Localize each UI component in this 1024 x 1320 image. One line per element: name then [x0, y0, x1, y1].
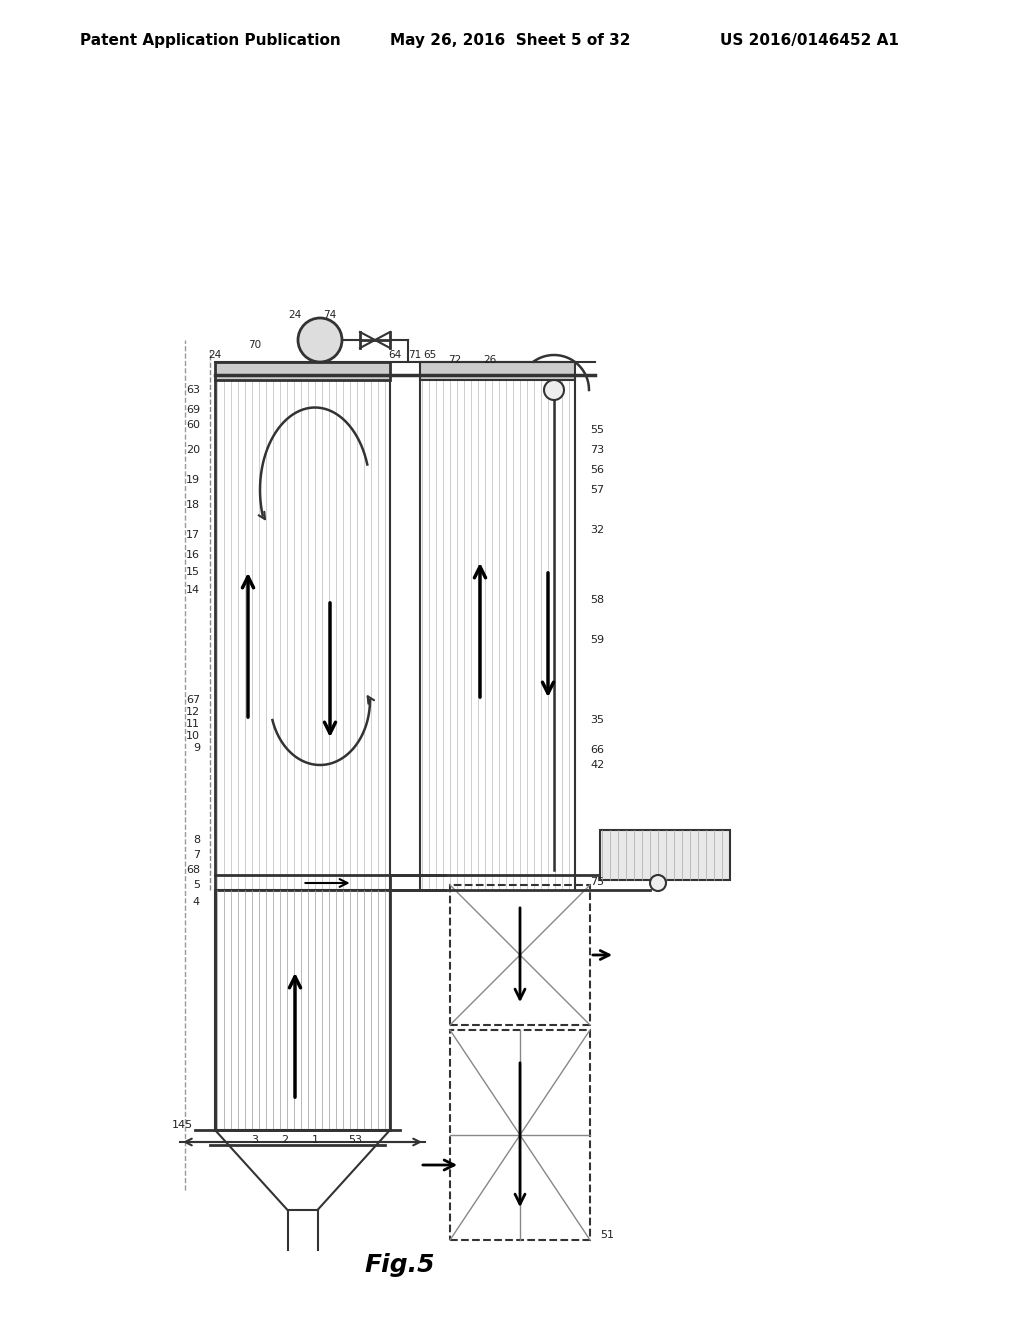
- Text: 145: 145: [172, 1119, 193, 1130]
- Text: 12: 12: [186, 708, 200, 717]
- Text: 8: 8: [193, 836, 200, 845]
- Text: 18: 18: [186, 500, 200, 510]
- Text: 64: 64: [388, 350, 401, 360]
- Text: 69: 69: [186, 405, 200, 414]
- Text: 5: 5: [193, 880, 200, 890]
- Text: 57: 57: [590, 484, 604, 495]
- Text: 1: 1: [311, 1135, 318, 1144]
- Text: 72: 72: [449, 355, 462, 366]
- Text: 58: 58: [590, 595, 604, 605]
- Text: 68: 68: [186, 865, 200, 875]
- Text: May 26, 2016  Sheet 5 of 32: May 26, 2016 Sheet 5 of 32: [390, 33, 631, 48]
- Text: 42: 42: [590, 760, 604, 770]
- Text: 26: 26: [483, 355, 497, 366]
- Text: 71: 71: [409, 350, 422, 360]
- Text: 19: 19: [186, 475, 200, 484]
- Text: 20: 20: [186, 445, 200, 455]
- Text: 14: 14: [186, 585, 200, 595]
- Circle shape: [650, 875, 666, 891]
- Text: 15: 15: [186, 568, 200, 577]
- Text: 2: 2: [282, 1135, 289, 1144]
- Text: 56: 56: [590, 465, 604, 475]
- Text: 73: 73: [590, 445, 604, 455]
- Text: 11: 11: [186, 719, 200, 729]
- Text: 51: 51: [600, 1230, 614, 1239]
- Text: 3: 3: [252, 1135, 258, 1144]
- Text: 7: 7: [193, 850, 200, 861]
- Text: 32: 32: [590, 525, 604, 535]
- Text: 35: 35: [590, 715, 604, 725]
- Bar: [420, 362, 575, 380]
- Text: 24: 24: [289, 310, 302, 319]
- Circle shape: [298, 318, 342, 362]
- Text: Patent Application Publication: Patent Application Publication: [80, 33, 341, 48]
- Bar: [215, 362, 390, 380]
- Bar: [450, 1030, 590, 1239]
- Text: 10: 10: [186, 731, 200, 741]
- Bar: [600, 830, 730, 880]
- Text: 59: 59: [590, 635, 604, 645]
- Text: 67: 67: [186, 696, 200, 705]
- Text: US 2016/0146452 A1: US 2016/0146452 A1: [720, 33, 899, 48]
- Text: 17: 17: [186, 531, 200, 540]
- Text: 4: 4: [193, 898, 200, 907]
- Text: 65: 65: [423, 350, 436, 360]
- Text: 53: 53: [348, 1135, 362, 1144]
- Text: 16: 16: [186, 550, 200, 560]
- Circle shape: [544, 380, 564, 400]
- Text: 63: 63: [186, 385, 200, 395]
- Text: 24: 24: [208, 350, 221, 360]
- Text: 66: 66: [590, 744, 604, 755]
- Text: Fig.5: Fig.5: [365, 1253, 435, 1276]
- Text: 9: 9: [193, 743, 200, 752]
- Text: 70: 70: [249, 341, 261, 350]
- Text: 75: 75: [590, 876, 604, 887]
- Bar: [450, 884, 590, 1026]
- Bar: [215, 890, 390, 1130]
- Text: 55: 55: [590, 425, 604, 436]
- Text: 74: 74: [324, 310, 337, 319]
- Text: 60: 60: [186, 420, 200, 430]
